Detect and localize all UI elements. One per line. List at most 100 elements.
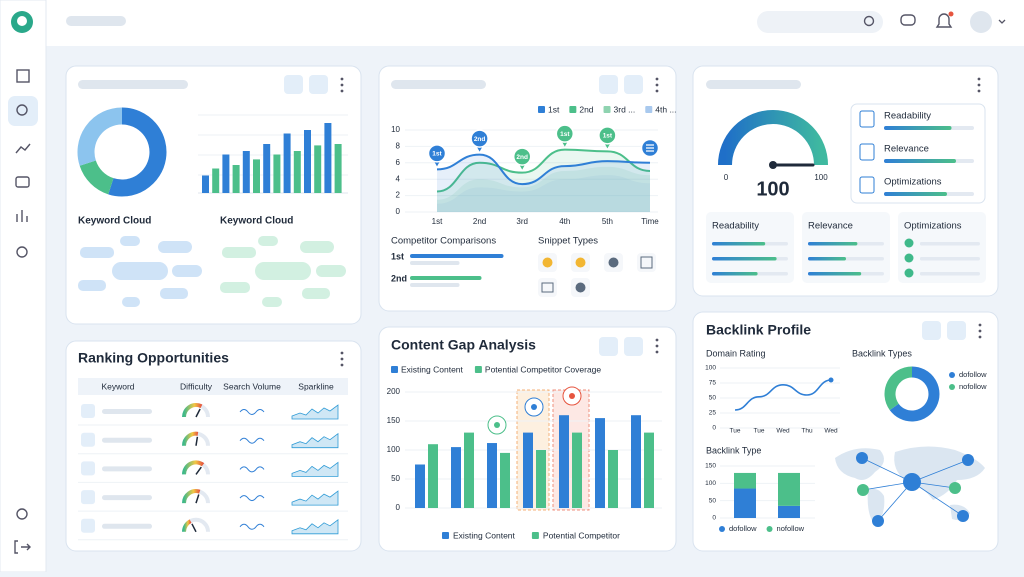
keyword-card bbox=[65, 65, 362, 325]
metric-icon bbox=[859, 176, 875, 194]
bar bbox=[595, 418, 605, 508]
legend-label: Existing Content bbox=[401, 364, 464, 374]
avatar-caret[interactable] bbox=[998, 19, 1006, 24]
panel-title: Relevance bbox=[808, 221, 853, 232]
tool-button[interactable] bbox=[922, 321, 941, 340]
nav-stack[interactable] bbox=[15, 176, 30, 188]
legend-swatch bbox=[442, 532, 449, 539]
panel-bar bbox=[808, 242, 858, 246]
nav-bars[interactable] bbox=[16, 210, 28, 222]
bar bbox=[263, 144, 271, 193]
chat-icon[interactable] bbox=[900, 14, 916, 26]
y-tick-label: 100 bbox=[705, 480, 716, 487]
legend-label: dofollow bbox=[959, 370, 987, 379]
nav-search[interactable] bbox=[16, 104, 28, 116]
difficulty-needle bbox=[195, 408, 201, 418]
check bbox=[904, 253, 914, 263]
y-tick-label: 2 bbox=[396, 191, 401, 200]
panel-bar bbox=[712, 242, 766, 246]
y-tick-label: 0 bbox=[712, 425, 716, 432]
pin-label: 1st bbox=[560, 131, 570, 138]
volume-spark bbox=[239, 409, 265, 415]
bar-badge-dot bbox=[494, 422, 500, 428]
column-header: Sparkline bbox=[298, 381, 334, 391]
nav-logout[interactable] bbox=[14, 540, 31, 554]
y-tick-label: 200 bbox=[387, 387, 401, 396]
bar-badge-dot bbox=[569, 393, 575, 399]
link-icon[interactable] bbox=[81, 518, 95, 533]
legend-dot bbox=[949, 372, 955, 378]
x-tick-label: Wed bbox=[824, 428, 838, 435]
panel-bar bbox=[808, 257, 846, 261]
y-tick-label: 25 bbox=[709, 410, 717, 417]
search-icon[interactable] bbox=[863, 15, 875, 27]
panel-title: Optimizations bbox=[904, 221, 962, 232]
legend-label: 3rd ... bbox=[614, 104, 636, 114]
progress bbox=[410, 283, 460, 287]
metric-bar bbox=[884, 159, 956, 163]
search-box[interactable] bbox=[757, 11, 883, 33]
avatar[interactable] bbox=[970, 11, 992, 33]
stacked-bar bbox=[778, 472, 800, 506]
link-icon[interactable] bbox=[81, 461, 95, 476]
section-title: Backlink Types bbox=[852, 348, 912, 358]
difficulty-arc bbox=[182, 460, 205, 475]
link-icon[interactable] bbox=[81, 404, 95, 418]
x-tick-label: Tue bbox=[730, 428, 741, 435]
bar bbox=[334, 144, 342, 193]
tool-button[interactable] bbox=[624, 337, 643, 356]
gauge-value: 100 bbox=[756, 178, 789, 200]
legend-dot bbox=[949, 384, 955, 390]
keyword-placeholder bbox=[102, 409, 152, 414]
bar bbox=[314, 145, 322, 193]
nav-grid[interactable] bbox=[16, 69, 30, 83]
tool-button[interactable] bbox=[599, 337, 618, 356]
gauge-fill bbox=[718, 110, 828, 166]
x-tick-label: Time bbox=[641, 217, 659, 226]
donut-slice bbox=[889, 366, 940, 422]
bar bbox=[212, 168, 220, 193]
breadcrumb bbox=[66, 16, 126, 26]
bar bbox=[253, 159, 260, 193]
volume-spark bbox=[239, 466, 265, 473]
legend-label: 4th ... bbox=[655, 104, 676, 114]
tool-button[interactable] bbox=[599, 75, 618, 94]
metric-bar bbox=[884, 192, 947, 196]
bell-icon[interactable] bbox=[935, 13, 953, 28]
x-tick-label: 3rd bbox=[516, 217, 528, 226]
nav-trend[interactable] bbox=[15, 143, 31, 154]
metric-label: Readability bbox=[884, 111, 931, 122]
legend-swatch bbox=[603, 106, 611, 113]
link-icon[interactable] bbox=[81, 432, 95, 447]
tool-button[interactable] bbox=[284, 75, 303, 94]
stacked-bar bbox=[778, 505, 800, 518]
metric-icon bbox=[859, 110, 875, 128]
x-tick-label: 5th bbox=[602, 217, 613, 226]
cloud-title: Keyword Cloud bbox=[78, 216, 151, 227]
metric-label: Relevance bbox=[884, 144, 929, 155]
bar bbox=[283, 133, 291, 193]
tool-button[interactable] bbox=[947, 321, 966, 340]
y-tick-label: 50 bbox=[709, 395, 717, 402]
card-title-placeholder bbox=[391, 80, 486, 89]
difficulty-needle bbox=[195, 494, 200, 504]
column-header: Search Volume bbox=[223, 381, 281, 391]
difficulty-needle bbox=[195, 436, 199, 446]
panel-bar bbox=[712, 257, 777, 261]
bar bbox=[242, 151, 250, 193]
nav-active bbox=[8, 96, 38, 126]
column-header: Difficulty bbox=[180, 381, 213, 391]
stacked-bar bbox=[734, 472, 756, 489]
donut-slice bbox=[79, 159, 115, 195]
section-title: Snippet Types bbox=[538, 236, 598, 247]
link-icon[interactable] bbox=[81, 490, 95, 505]
pin bbox=[598, 126, 617, 145]
tool-button[interactable] bbox=[624, 75, 643, 94]
panel-bar bbox=[712, 272, 758, 276]
panel-bar bbox=[920, 257, 956, 261]
nav-config[interactable] bbox=[16, 508, 28, 520]
series-area bbox=[437, 149, 650, 212]
nav-settings[interactable] bbox=[16, 246, 28, 258]
tool-button[interactable] bbox=[309, 75, 328, 94]
